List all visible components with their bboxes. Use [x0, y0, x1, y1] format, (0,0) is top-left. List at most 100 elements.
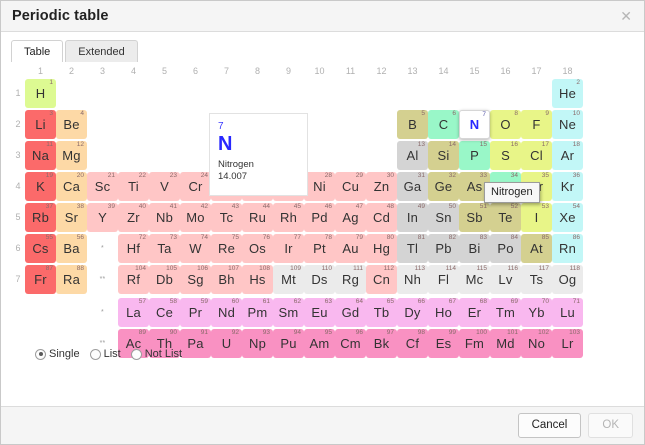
element-cell-Mg[interactable]: 12 Mg: [56, 141, 87, 170]
element-cell-Sm[interactable]: 62 Sm: [273, 298, 304, 327]
element-cell-Tl[interactable]: 81 Tl: [397, 234, 428, 263]
element-cell-Hf[interactable]: 72 Hf: [118, 234, 149, 263]
element-cell-Pu[interactable]: 94 Pu: [273, 329, 304, 358]
element-cell-W[interactable]: 74 W: [180, 234, 211, 263]
element-cell-K[interactable]: 19 K: [25, 172, 56, 201]
element-cell-Zn[interactable]: 30 Zn: [366, 172, 397, 201]
element-cell-Ra[interactable]: 88 Ra: [56, 265, 87, 294]
element-cell-Lr[interactable]: 103 Lr: [552, 329, 583, 358]
element-cell-I[interactable]: 53 I: [521, 203, 552, 232]
element-cell-Es[interactable]: 99 Es: [428, 329, 459, 358]
element-cell-Ag[interactable]: 47 Ag: [335, 203, 366, 232]
element-cell-Bi[interactable]: 83 Bi: [459, 234, 490, 263]
element-cell-Na[interactable]: 11 Na: [25, 141, 56, 170]
radio-single[interactable]: Single: [35, 348, 80, 360]
element-cell-Gd[interactable]: 64 Gd: [335, 298, 366, 327]
element-cell-Hg[interactable]: 80 Hg: [366, 234, 397, 263]
element-cell-Ba[interactable]: 56 Ba: [56, 234, 87, 263]
element-cell-Hs[interactable]: 108 Hs: [242, 265, 273, 294]
element-cell-Sg[interactable]: 106 Sg: [180, 265, 211, 294]
element-cell-Pm[interactable]: 61 Pm: [242, 298, 273, 327]
element-cell-Eu[interactable]: 63 Eu: [304, 298, 335, 327]
element-cell-Ga[interactable]: 31 Ga: [397, 172, 428, 201]
element-cell-Tm[interactable]: 69 Tm: [490, 298, 521, 327]
element-cell-Ho[interactable]: 67 Ho: [428, 298, 459, 327]
element-cell-Mc[interactable]: 115 Mc: [459, 265, 490, 294]
element-cell-Pd[interactable]: 46 Pd: [304, 203, 335, 232]
element-cell-Er[interactable]: 68 Er: [459, 298, 490, 327]
element-cell-Au[interactable]: 79 Au: [335, 234, 366, 263]
element-cell-Nd[interactable]: 60 Nd: [211, 298, 242, 327]
element-cell-Cd[interactable]: 48 Cd: [366, 203, 397, 232]
element-cell-Mt[interactable]: 109 Mt: [273, 265, 304, 294]
element-cell-Ds[interactable]: 110 Ds: [304, 265, 335, 294]
element-cell-Fr[interactable]: 87 Fr: [25, 265, 56, 294]
element-cell-Nh[interactable]: 113 Nh: [397, 265, 428, 294]
radio-indicator-icon[interactable]: [130, 348, 142, 360]
element-cell-Th[interactable]: 90 Th: [149, 329, 180, 358]
radio-indicator-icon[interactable]: [35, 348, 46, 360]
element-cell-Cn[interactable]: 112 Cn: [366, 265, 397, 294]
element-cell-Nb[interactable]: 41 Nb: [149, 203, 180, 232]
element-cell-Cl[interactable]: 17 Cl: [521, 141, 552, 170]
element-cell-Dy[interactable]: 66 Dy: [397, 298, 428, 327]
element-cell-Zr[interactable]: 40 Zr: [118, 203, 149, 232]
element-cell-Re[interactable]: 75 Re: [211, 234, 242, 263]
element-cell-Rn[interactable]: 86 Rn: [552, 234, 583, 263]
element-cell-Og[interactable]: 118 Og: [552, 265, 583, 294]
element-cell-Pr[interactable]: 59 Pr: [180, 298, 211, 327]
element-cell-Sb[interactable]: 51 Sb: [459, 203, 490, 232]
element-cell-Po[interactable]: 84 Po: [490, 234, 521, 263]
element-cell-Rf[interactable]: 104 Rf: [118, 265, 149, 294]
element-cell-Sc[interactable]: 21 Sc: [87, 172, 118, 201]
element-cell-Np[interactable]: 93 Np: [242, 329, 273, 358]
element-cell-Al[interactable]: 13 Al: [397, 141, 428, 170]
element-cell-Cu[interactable]: 29 Cu: [335, 172, 366, 201]
radio-list[interactable]: List: [89, 348, 121, 360]
element-cell-Te[interactable]: 52 Te: [490, 203, 521, 232]
element-cell-Ir[interactable]: 77 Ir: [273, 234, 304, 263]
element-cell-Mo[interactable]: 42 Mo: [180, 203, 211, 232]
element-cell-Kr[interactable]: 36 Kr: [552, 172, 583, 201]
element-cell-Pt[interactable]: 78 Pt: [304, 234, 335, 263]
element-cell-Ge[interactable]: 32 Ge: [428, 172, 459, 201]
element-cell-Cr[interactable]: 24 Cr: [180, 172, 211, 201]
element-cell-V[interactable]: 23 V: [149, 172, 180, 201]
radio-indicator-icon[interactable]: [89, 348, 101, 360]
cancel-button[interactable]: Cancel: [517, 413, 582, 438]
element-cell-Ts[interactable]: 117 Ts: [521, 265, 552, 294]
tab-extended[interactable]: Extended: [65, 40, 138, 62]
element-cell-Pb[interactable]: 82 Pb: [428, 234, 459, 263]
element-cell-Fm[interactable]: 100 Fm: [459, 329, 490, 358]
element-cell-Md[interactable]: 101 Md: [490, 329, 521, 358]
close-icon[interactable]: ✕: [620, 8, 632, 24]
element-cell-Y[interactable]: 39 Y: [87, 203, 118, 232]
element-cell-S[interactable]: 16 S: [490, 141, 521, 170]
element-cell-Li[interactable]: 3 Li: [25, 110, 56, 139]
element-cell-Yb[interactable]: 70 Yb: [521, 298, 552, 327]
element-cell-Lu[interactable]: 71 Lu: [552, 298, 583, 327]
tab-table[interactable]: Table: [11, 40, 64, 62]
element-cell-Cm[interactable]: 96 Cm: [335, 329, 366, 358]
element-cell-P[interactable]: 15 P: [459, 141, 490, 170]
element-cell-La[interactable]: 57 La: [118, 298, 149, 327]
element-cell-U[interactable]: 92 U: [211, 329, 242, 358]
element-cell-Os[interactable]: 76 Os: [242, 234, 273, 263]
element-cell-Lv[interactable]: 116 Lv: [490, 265, 521, 294]
radio-not-list[interactable]: Not List: [130, 348, 182, 360]
element-cell-He[interactable]: 2 He: [552, 79, 583, 108]
element-cell-Rh[interactable]: 45 Rh: [273, 203, 304, 232]
element-cell-Ne[interactable]: 10 Ne: [552, 110, 583, 139]
element-cell-Bk[interactable]: 97 Bk: [366, 329, 397, 358]
element-cell-Ce[interactable]: 58 Ce: [149, 298, 180, 327]
ok-button[interactable]: OK: [588, 413, 633, 438]
element-cell-Xe[interactable]: 54 Xe: [552, 203, 583, 232]
element-cell-Tc[interactable]: 43 Tc: [211, 203, 242, 232]
element-cell-Ar[interactable]: 18 Ar: [552, 141, 583, 170]
element-cell-Si[interactable]: 14 Si: [428, 141, 459, 170]
